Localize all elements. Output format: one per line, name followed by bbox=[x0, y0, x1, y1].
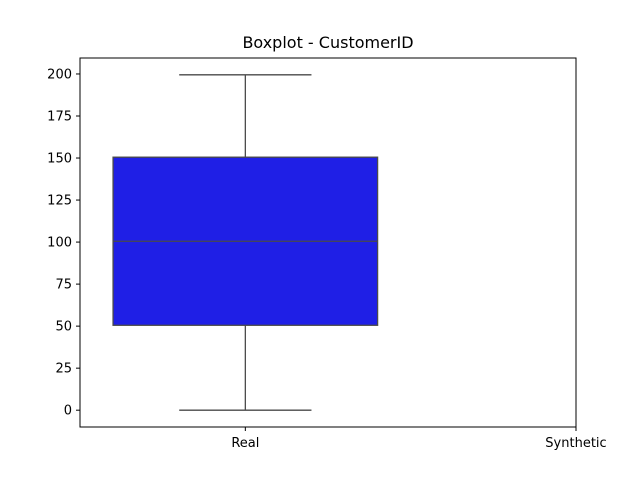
y-tick-label: 175 bbox=[47, 109, 72, 124]
y-tick-label: 100 bbox=[47, 236, 72, 251]
axes-frame bbox=[79, 57, 577, 428]
y-tick-label: 0 bbox=[64, 404, 72, 419]
y-tick-label: 200 bbox=[47, 67, 72, 82]
y-tick-label: 25 bbox=[55, 362, 72, 377]
y-tick-label: 125 bbox=[47, 194, 72, 209]
x-tick-label: Synthetic bbox=[545, 436, 606, 451]
y-tick-label: 50 bbox=[55, 320, 72, 335]
chart-title: Boxplot - CustomerID bbox=[242, 33, 414, 52]
y-tick-label: 75 bbox=[55, 278, 72, 293]
y-tick-label: 150 bbox=[47, 152, 72, 167]
x-tick-label: Real bbox=[231, 436, 259, 451]
